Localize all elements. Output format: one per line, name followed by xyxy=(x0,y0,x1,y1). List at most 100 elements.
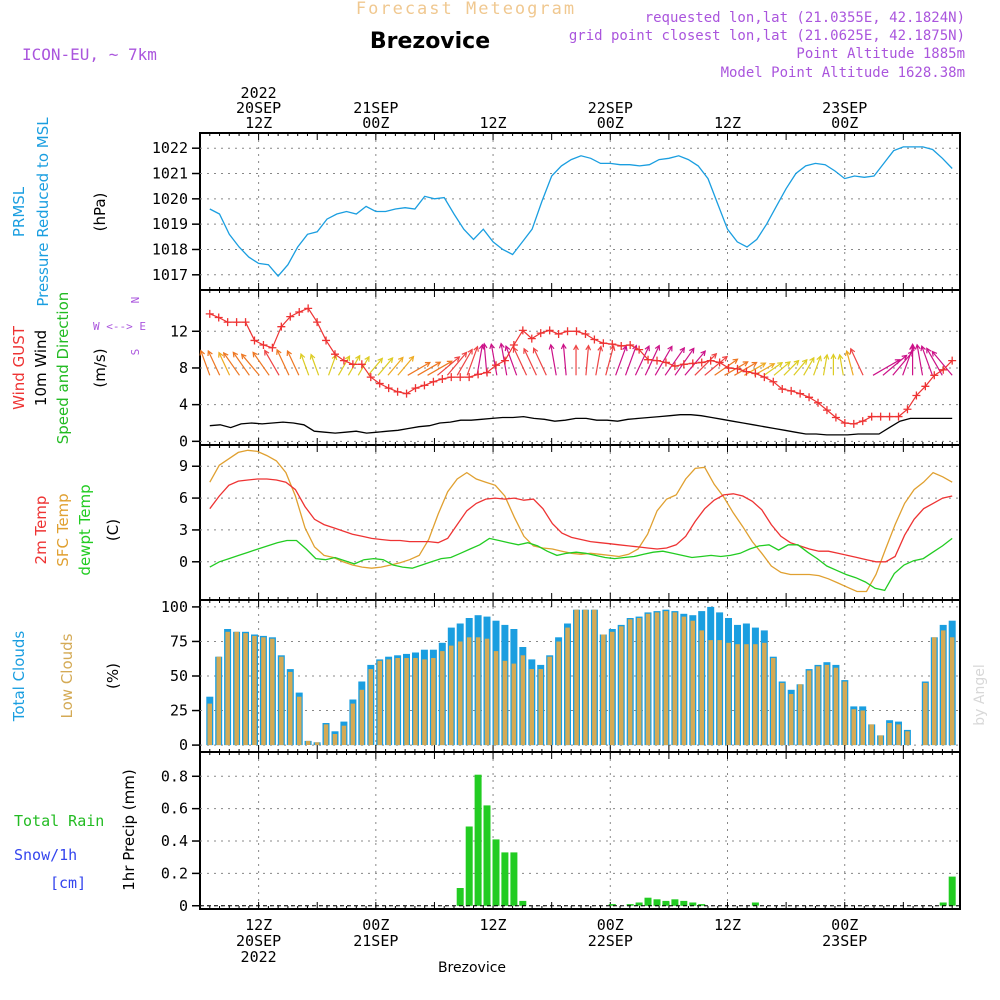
low-cloud-bar xyxy=(887,723,892,746)
low-cloud-bar xyxy=(610,631,615,746)
low-cloud-bar xyxy=(905,731,910,746)
gust-point xyxy=(948,356,957,365)
low-cloud-bar xyxy=(923,682,928,746)
low-cloud-bar xyxy=(225,631,230,746)
gust-point xyxy=(223,318,232,327)
wind-direction-arrowhead xyxy=(467,348,473,355)
low-cloud-bar xyxy=(619,626,624,746)
wind-direction-arrow xyxy=(550,344,557,376)
low-cloud-bar xyxy=(529,669,534,746)
rain-bar xyxy=(626,904,634,906)
gust-point xyxy=(885,412,894,421)
wind-direction-arrowhead xyxy=(408,355,415,362)
low-cloud-bar xyxy=(699,630,704,746)
wind-direction-arrowhead xyxy=(742,361,749,367)
low-cloud-bar xyxy=(833,667,839,746)
y-tick-label: 1021 xyxy=(152,165,188,183)
low-cloud-bar xyxy=(493,651,499,746)
wind-direction-arrowhead xyxy=(435,361,442,367)
info-line-1: requested lon,lat (21.0355E, 42.1824N) xyxy=(645,10,965,26)
grid-precip: 0 0.2 0.4 0.6 0.8 xyxy=(161,752,960,915)
temp-unit: (C) xyxy=(104,519,122,541)
gust-point xyxy=(715,358,724,367)
low-cloud-bar xyxy=(851,709,856,746)
wind-direction-arrow xyxy=(523,348,537,376)
low-cloud-bar xyxy=(323,724,329,746)
gust-point xyxy=(241,318,250,327)
wind-direction-arrowhead xyxy=(240,353,247,360)
low-cloud-bar xyxy=(216,656,221,746)
low-cloud-bar xyxy=(744,644,749,746)
wind-direction-arrowhead xyxy=(264,349,270,356)
watermark: by Angel xyxy=(972,664,988,725)
wind-direction-arrowhead xyxy=(809,356,815,363)
gust-point xyxy=(840,418,849,427)
rain-bar xyxy=(510,852,518,906)
wind-direction-arrowhead xyxy=(252,351,258,358)
wind-direction-arrow xyxy=(500,343,508,376)
low-cloud-bar xyxy=(780,682,785,746)
gust-point xyxy=(545,326,554,335)
low-cloud-bar xyxy=(663,611,669,746)
wind-direction-arrowhead xyxy=(609,344,616,351)
gust-point xyxy=(518,326,527,335)
gust-point xyxy=(411,384,420,393)
low-clouds-label: Low Clouds xyxy=(58,633,76,718)
wind-direction-arrow xyxy=(734,361,757,376)
prmsl-unit: (hPa) xyxy=(91,193,109,232)
wind-direction-arrowhead xyxy=(597,345,604,352)
wind-direction-arrowhead xyxy=(722,355,729,362)
gust-point xyxy=(760,373,769,382)
low-cloud-bar xyxy=(377,660,382,746)
low-cloud-bar xyxy=(797,684,803,746)
low-cloud-bar xyxy=(466,637,472,746)
rain-bar xyxy=(653,899,661,906)
wind-direction-arrow xyxy=(490,344,498,376)
gust-point xyxy=(670,362,679,371)
gust-point xyxy=(438,374,447,383)
wind-direction-arrowhead xyxy=(309,353,316,360)
bottom-time-label: 12Z xyxy=(480,916,507,934)
rain-bar xyxy=(644,897,652,906)
gust-point xyxy=(679,360,688,369)
low-cloud-bar xyxy=(627,619,633,745)
wind-direction-arrow xyxy=(704,356,728,376)
wind-direction-arrow xyxy=(337,355,350,376)
wind-direction-arrow xyxy=(624,345,637,376)
rain-bar xyxy=(635,902,643,906)
info-line-3: Point Altitude 1885m xyxy=(796,46,965,62)
y-tick-label: 0 xyxy=(179,553,188,571)
temp2m-label: 2m Temp xyxy=(32,496,50,565)
gust-point xyxy=(483,368,492,377)
gust-point xyxy=(465,373,474,382)
low-cloud-bar xyxy=(413,658,418,746)
wind-direction-arrow xyxy=(505,345,518,376)
gust-point xyxy=(831,413,840,422)
wind-direction-arrow xyxy=(533,348,547,376)
gust-point xyxy=(295,308,304,317)
low-cloud-bar xyxy=(690,620,695,746)
gust-point xyxy=(313,318,322,327)
wind-direction-arrowhead xyxy=(784,361,791,367)
low-cloud-bar xyxy=(860,710,865,745)
top-time-label: 12Z xyxy=(480,114,507,132)
gust-point xyxy=(608,340,617,349)
gust-series-line xyxy=(209,307,953,425)
wind-direction-arrowhead xyxy=(823,353,830,360)
low-cloud-bar xyxy=(583,609,588,746)
rain-bar xyxy=(751,902,759,906)
wind-direction-arrowhead xyxy=(276,348,282,355)
wind-direction-arrowhead xyxy=(481,342,488,349)
wind-direction-arrow xyxy=(763,362,783,376)
gust-point xyxy=(447,373,456,382)
wind-direction-arrowhead xyxy=(299,352,306,360)
gust-label: Wind GUST xyxy=(10,325,28,410)
low-cloud-bar xyxy=(565,627,570,746)
low-cloud-bar xyxy=(341,725,347,745)
gust-point xyxy=(814,398,823,407)
low-cloud-bar xyxy=(359,689,365,746)
wind-direction-arrowhead xyxy=(751,361,758,368)
gust-point xyxy=(742,367,751,376)
low-cloud-bar xyxy=(824,664,830,745)
bottom-time-label: 20SEP xyxy=(236,932,281,950)
